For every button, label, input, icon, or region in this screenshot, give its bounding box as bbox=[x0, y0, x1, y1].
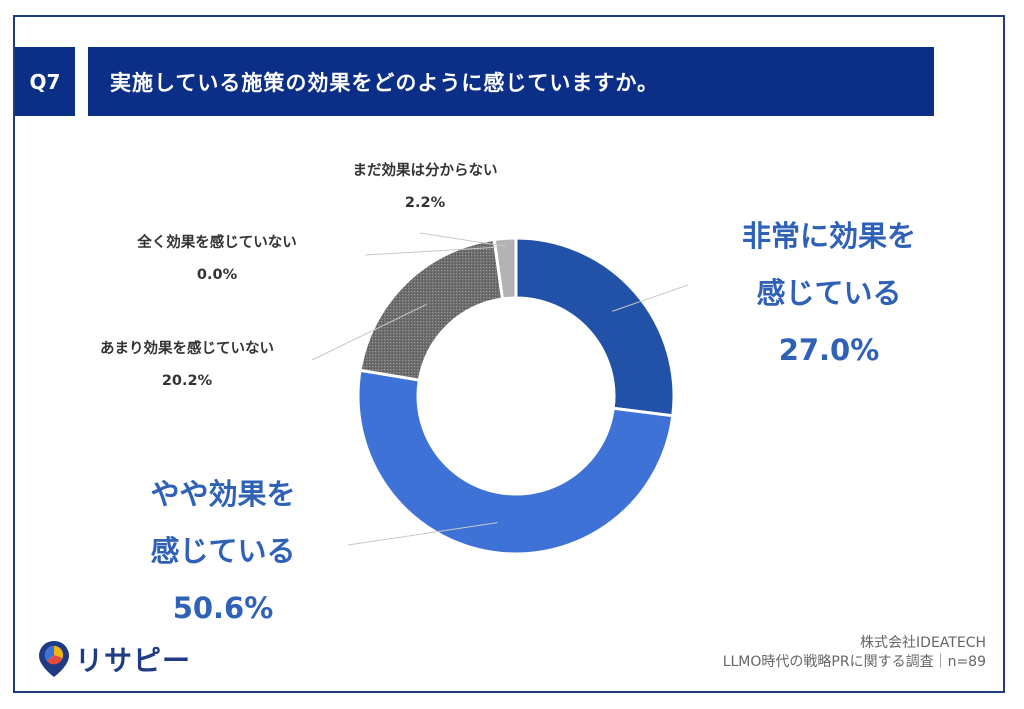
label-line: やや効果を bbox=[150, 477, 296, 511]
label-line: 感じている bbox=[150, 534, 296, 568]
leader-line bbox=[364, 246, 496, 256]
slice-label-very-effective: 非常に効果を 感じている 27.0% bbox=[724, 208, 934, 379]
label-line: 非常に効果を bbox=[741, 219, 916, 253]
label-value: 2.2% bbox=[404, 195, 446, 211]
slice-label-not-effective: 全く効果を感じていない 0.0% bbox=[92, 227, 342, 291]
slice-somewhat-effective bbox=[356, 368, 675, 556]
label-value: 0.0% bbox=[196, 267, 238, 283]
survey-info: LLMO時代の戦略PRに関する調査｜n=89 bbox=[722, 654, 986, 670]
slice-very-effective bbox=[514, 236, 676, 418]
slice-unknown bbox=[492, 236, 518, 301]
label-value: 20.2% bbox=[161, 373, 213, 389]
label-line: 感じている bbox=[756, 276, 902, 310]
slice-label-not-very-effective: あまり効果を感じていない 20.2% bbox=[62, 333, 312, 397]
source-credit: 株式会社IDEATECH LLMO時代の戦略PRに関する調査｜n=89 bbox=[723, 634, 986, 672]
leader-line bbox=[419, 232, 506, 247]
logo-text: リサピー bbox=[75, 644, 192, 677]
chart-frame bbox=[13, 15, 1005, 693]
label-value: 27.0% bbox=[778, 333, 880, 367]
leader-line bbox=[311, 303, 427, 361]
label-line: 全く効果を感じていない bbox=[137, 235, 297, 251]
brand-logo: リサピー bbox=[37, 639, 191, 679]
leader-line bbox=[347, 522, 498, 546]
company-name: 株式会社IDEATECH bbox=[860, 635, 986, 651]
leader-line bbox=[611, 284, 689, 312]
label-line: まだ効果は分からない bbox=[352, 163, 498, 179]
pin-icon bbox=[39, 641, 69, 677]
question-number: Q7 bbox=[15, 47, 75, 116]
slice-not-very-effective bbox=[358, 237, 505, 382]
slice-label-unknown: まだ効果は分からない 2.2% bbox=[300, 155, 550, 219]
question-title: 実施している施策の効果をどのように感じていますか。 bbox=[88, 47, 934, 116]
label-value: 50.6% bbox=[172, 591, 274, 625]
slice-label-somewhat-effective: やや効果を 感じている 50.6% bbox=[118, 466, 328, 637]
label-line: あまり効果を感じていない bbox=[100, 341, 274, 357]
